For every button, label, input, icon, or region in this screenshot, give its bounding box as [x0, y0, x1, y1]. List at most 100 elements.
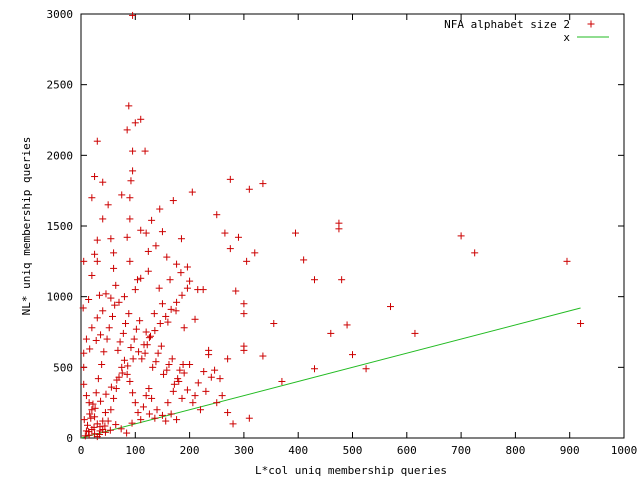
- data-point: [82, 392, 90, 400]
- data-point: [387, 303, 395, 311]
- series-line-x: [80, 307, 581, 439]
- data-point: [113, 376, 121, 384]
- data-point: [205, 351, 213, 359]
- data-point: [152, 358, 160, 366]
- y-tick-label: 1500: [47, 220, 74, 233]
- data-point: [169, 387, 177, 395]
- data-point: [170, 380, 178, 388]
- data-point: [183, 284, 191, 292]
- data-point: [147, 332, 155, 340]
- data-point: [126, 377, 134, 385]
- data-point: [168, 355, 176, 363]
- data-point: [116, 338, 124, 346]
- data-point: [164, 399, 172, 407]
- y-tick-label: 0: [66, 432, 73, 445]
- data-point: [117, 425, 125, 433]
- data-point: [137, 115, 145, 123]
- data-point: [188, 188, 196, 196]
- data-point: [150, 310, 158, 318]
- x-tick-label: 0: [78, 444, 85, 457]
- data-point: [251, 249, 259, 257]
- data-point: [110, 249, 118, 257]
- data-point: [85, 399, 93, 407]
- data-point: [191, 315, 199, 323]
- data-point: [167, 305, 175, 313]
- data-point: [148, 394, 156, 402]
- data-point: [96, 427, 104, 435]
- data-point: [165, 361, 173, 369]
- data-point: [125, 310, 133, 318]
- data-point: [139, 403, 147, 411]
- data-point: [138, 355, 146, 363]
- data-point: [137, 274, 145, 282]
- data-point: [118, 369, 126, 377]
- data-point: [137, 226, 145, 234]
- data-point: [115, 298, 123, 306]
- data-point: [144, 247, 152, 255]
- data-point: [178, 291, 186, 299]
- data-point: [154, 349, 162, 357]
- data-point: [173, 260, 181, 268]
- data-point: [173, 298, 181, 306]
- data-point: [104, 201, 112, 209]
- data-point: [151, 414, 159, 422]
- data-point: [167, 410, 175, 418]
- data-point: [88, 324, 96, 332]
- data-point: [80, 363, 88, 371]
- data-point: [310, 276, 318, 284]
- data-point: [93, 314, 101, 322]
- data-point: [211, 366, 219, 374]
- data-point: [145, 385, 153, 393]
- data-point: [123, 370, 131, 378]
- data-point: [93, 236, 101, 244]
- data-point: [127, 177, 135, 185]
- y-tick-label: 1000: [47, 291, 74, 304]
- data-point: [91, 173, 99, 181]
- legend: NFA alphabet size 2 x: [444, 18, 609, 44]
- data-point: [291, 229, 299, 237]
- data-point: [126, 257, 134, 265]
- y-axis-ticks: 0 500 1000 1500 2000 2500 3000: [47, 8, 624, 445]
- data-point: [310, 365, 318, 373]
- data-point: [226, 175, 234, 183]
- legend-marker-plus: [587, 20, 595, 28]
- data-point: [88, 194, 96, 202]
- data-point: [128, 419, 136, 427]
- data-point: [180, 324, 188, 332]
- data-point: [259, 352, 267, 360]
- data-point: [99, 417, 107, 425]
- y-tick-label: 2500: [47, 79, 74, 92]
- data-point: [245, 185, 253, 193]
- data-point: [80, 349, 88, 357]
- data-point: [91, 404, 99, 412]
- data-point: [86, 345, 94, 353]
- data-point: [102, 290, 110, 298]
- data-point: [108, 312, 116, 320]
- data-point: [129, 355, 137, 363]
- data-point: [107, 294, 115, 302]
- x-tick-label: 300: [234, 444, 254, 457]
- data-point: [122, 320, 130, 328]
- data-point: [158, 300, 166, 308]
- data-point: [457, 232, 465, 240]
- data-point: [178, 394, 186, 402]
- data-point: [110, 394, 118, 402]
- data-point: [160, 370, 168, 378]
- data-point: [91, 250, 99, 258]
- x-tick-label: 700: [451, 444, 471, 457]
- data-point: [213, 399, 221, 407]
- data-point: [102, 390, 110, 398]
- data-point: [177, 235, 185, 243]
- data-point: [126, 194, 134, 202]
- data-point: [126, 215, 134, 223]
- data-point: [411, 329, 419, 337]
- data-point: [124, 362, 132, 370]
- data-point: [118, 363, 126, 371]
- data-point: [84, 421, 92, 429]
- data-point: [362, 365, 370, 373]
- data-point: [157, 342, 165, 350]
- data-point: [183, 386, 191, 394]
- x-tick-label: 800: [505, 444, 525, 457]
- diagonal-line-series: [80, 307, 581, 439]
- data-point: [106, 426, 114, 434]
